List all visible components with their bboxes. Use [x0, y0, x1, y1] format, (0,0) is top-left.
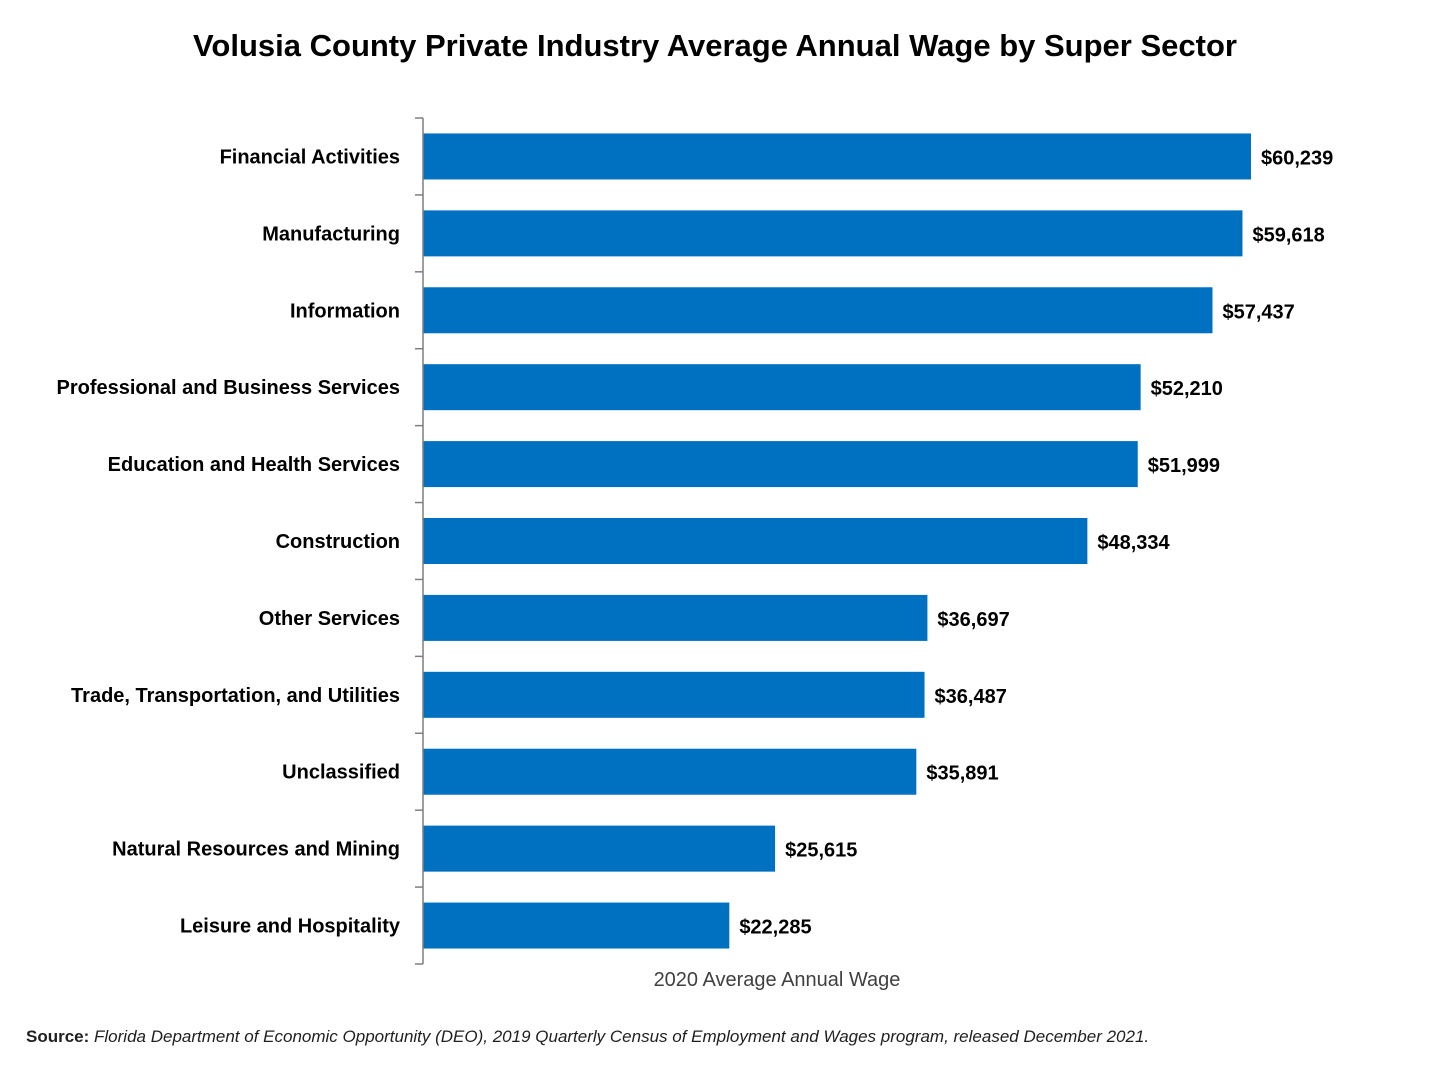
- category-label: Leisure and Hospitality: [180, 916, 401, 938]
- bar: [423, 210, 1243, 257]
- data-label: $51,999: [1148, 455, 1220, 477]
- data-label: $22,285: [739, 917, 811, 939]
- source-note: Source: Florida Department of Economic O…: [26, 1027, 1149, 1047]
- category-label: Professional and Business Services: [57, 377, 401, 399]
- data-label: $60,239: [1261, 147, 1333, 169]
- source-text: Florida Department of Economic Opportuni…: [89, 1027, 1150, 1046]
- source-label: Source:: [26, 1027, 90, 1046]
- bar: [423, 748, 917, 795]
- category-label: Natural Resources and Mining: [112, 839, 400, 861]
- bar: [423, 133, 1251, 180]
- category-label: Manufacturing: [262, 223, 400, 245]
- data-label: $36,487: [935, 686, 1007, 708]
- category-label: Information: [290, 300, 400, 322]
- data-label: $36,697: [937, 609, 1009, 631]
- category-label: Construction: [276, 531, 400, 553]
- category-label: Unclassified: [282, 762, 400, 784]
- category-label: Education and Health Services: [108, 454, 400, 476]
- data-label: $57,437: [1222, 301, 1294, 323]
- chart-title: Volusia County Private Industry Average …: [193, 28, 1237, 63]
- bar: [423, 518, 1088, 564]
- bar: [423, 671, 925, 718]
- bar: [423, 825, 776, 872]
- bar: [423, 902, 730, 949]
- data-label: $59,618: [1252, 224, 1324, 246]
- bar: [423, 287, 1213, 334]
- category-label: Financial Activities: [220, 146, 400, 168]
- category-label: Other Services: [259, 608, 400, 630]
- data-label: $52,210: [1151, 378, 1223, 400]
- bar: [423, 594, 928, 641]
- data-label: $25,615: [785, 840, 857, 862]
- x-axis-title: 2020 Average Annual Wage: [654, 969, 901, 991]
- bar: [423, 364, 1141, 411]
- data-label: $35,891: [926, 763, 998, 785]
- data-label: $48,334: [1097, 532, 1170, 554]
- category-label: Trade, Transportation, and Utilities: [71, 685, 400, 707]
- bar: [423, 441, 1138, 488]
